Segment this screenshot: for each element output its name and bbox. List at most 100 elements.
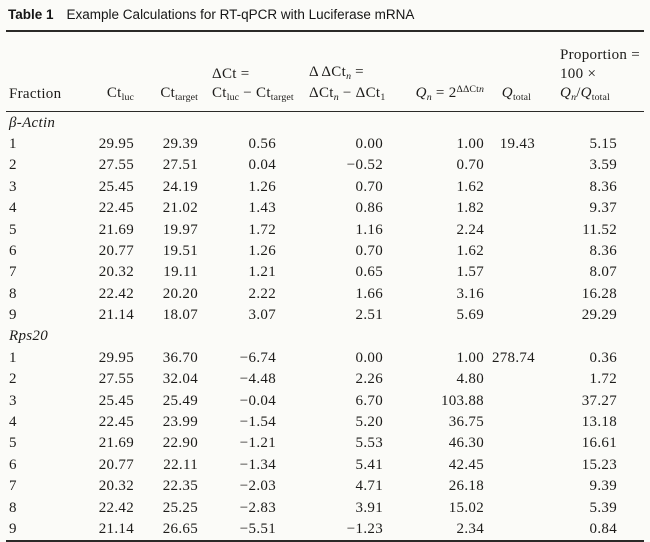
cell-delta-ct: −4.48 (239, 371, 276, 388)
cell-proportion: 11.52 (582, 221, 617, 238)
table-row: 5 21.69 22.90 −1.21 5.53 46.30 16.61 (6, 433, 644, 454)
cell-ct-luc: 22.42 (98, 499, 134, 516)
cell-delta-delta-ct: 6.70 (355, 392, 383, 409)
cell-ct-luc: 29.95 (98, 135, 134, 152)
cell-delta-delta-ct: 5.20 (355, 414, 383, 431)
cell-proportion: 15.23 (581, 456, 617, 473)
cell-delta-delta-ct: 5.41 (355, 456, 383, 473)
header-line: Cttarget (134, 84, 198, 104)
header-segment: ΔCt = (212, 65, 250, 82)
table-row: 6 20.77 22.11 −1.34 5.41 42.45 15.23 (6, 455, 644, 476)
header-segment: − ΔCt (338, 84, 381, 101)
cell-proportion: 5.15 (589, 135, 617, 152)
table-row: 2 27.55 27.51 0.04 −0.52 0.70 3.59 (6, 155, 644, 176)
header-line: Fraction (9, 85, 76, 104)
cell-fraction: 1 (9, 349, 17, 366)
cell-ct-luc: 27.55 (98, 157, 134, 174)
section-label-row: β-Actin (6, 112, 644, 134)
table-row: 1 29.95 36.70 −6.74 0.00 1.00 278.74 0.36 (6, 348, 644, 369)
cell-fraction: 7 (9, 478, 17, 495)
section-label: Rps20 (9, 328, 48, 345)
cell-delta-ct: 1.26 (248, 242, 276, 259)
cell-qn: 1.62 (456, 178, 484, 195)
table-row: 8 22.42 25.25 −2.83 3.91 15.02 5.39 (6, 497, 644, 518)
cell-qtotal (484, 198, 535, 219)
cell-fraction: 2 (9, 157, 17, 174)
cell-fraction: 6 (9, 242, 17, 259)
header-segment: n (571, 91, 577, 103)
cell-delta-ct: 0.56 (248, 135, 276, 152)
cell-ct-luc: 25.45 (98, 178, 134, 195)
cell-ct-target: 19.97 (162, 221, 198, 238)
cell-qtotal (484, 305, 535, 326)
cell-qtotal (484, 177, 535, 198)
cell-qn: 1.00 (456, 135, 484, 152)
cell-proportion: 8.07 (589, 264, 617, 281)
table-body: β-Actin 1 29.95 29.39 0.56 0.00 1.00 19.43 5.15 2… (6, 112, 644, 542)
table-row: 7 20.32 19.11 1.21 0.65 1.57 8.07 (6, 262, 644, 283)
cell-delta-delta-ct: 0.00 (355, 135, 383, 152)
cell-delta-delta-ct: 5.53 (355, 435, 383, 452)
cell-proportion: 1.72 (589, 371, 617, 388)
cell-qtotal: 278.74 (491, 349, 535, 366)
header-segment: Q (415, 84, 427, 101)
header-line: Proportion = (560, 46, 644, 65)
cell-qtotal: 19.43 (499, 135, 535, 152)
cell-delta-delta-ct: −1.23 (276, 518, 383, 542)
column-header-proportion: Proportion = 100 × Qn/Qtotal (535, 30, 644, 113)
header-segment: ΔCt (309, 84, 334, 101)
cell-proportion: 37.27 (581, 392, 617, 409)
cell-qtotal (484, 155, 535, 176)
cell-fraction: 5 (9, 221, 17, 238)
header-line: Ctluc (76, 84, 134, 104)
header-segment: Ct (212, 84, 227, 101)
cell-delta-delta-ct: 2.51 (355, 307, 383, 324)
cell-ct-luc: 22.45 (98, 200, 134, 217)
column-header-ct-luc: Ctluc (76, 30, 134, 113)
table-header-row: Fraction Ctluc Cttarget ΔCt = Ctluc − Cttarg… (6, 30, 644, 113)
cell-qn: 1.82 (456, 200, 484, 217)
header-line: Ctluc − Cttarget (212, 84, 294, 104)
cell-ct-luc: 20.77 (98, 456, 134, 473)
header-segment: luc (226, 91, 240, 103)
header-segment: total (591, 91, 610, 103)
cell-fraction: 9 (9, 307, 17, 324)
cell-ct-luc: 25.45 (98, 392, 134, 409)
header-segment: − Ct (239, 84, 271, 101)
cell-ct-luc: 20.77 (98, 242, 134, 259)
cell-ct-target: 25.25 (162, 499, 198, 516)
header-segment: Q (501, 84, 513, 101)
cell-qtotal (484, 476, 535, 497)
cell-ct-luc: 21.69 (98, 435, 134, 452)
cell-proportion: 0.84 (535, 518, 644, 542)
cell-delta-delta-ct: 0.86 (355, 200, 383, 217)
cell-qtotal (484, 433, 535, 454)
column-header-delta-delta-ct: Δ ΔCtn = ΔCtn − ΔCt1 (276, 30, 385, 113)
cell-qtotal (484, 455, 535, 476)
header-segment: Q (580, 84, 592, 101)
cell-ct-target: 32.04 (162, 371, 198, 388)
header-line: Δ ΔCtn = (309, 63, 383, 83)
cell-ct-luc: 20.32 (98, 478, 134, 495)
header-segment: n (478, 83, 484, 95)
cell-delta-ct: −1.21 (239, 435, 276, 452)
table-row: 6 20.77 19.51 1.26 0.70 1.62 8.36 (6, 241, 644, 262)
column-header-qn: Qn = 2ΔΔCtn (383, 30, 484, 113)
cell-delta-ct: 2.22 (248, 285, 276, 302)
column-header-qtotal: Qtotal (484, 30, 535, 113)
cell-delta-delta-ct: 2.26 (355, 371, 383, 388)
header-segment: Δ ΔCt (309, 64, 347, 81)
header-line: ΔCt = (212, 65, 276, 84)
cell-fraction: 5 (9, 435, 17, 452)
cell-ct-target: 29.39 (162, 135, 198, 152)
cell-delta-ct: 1.21 (248, 264, 276, 281)
cell-qn: 1.00 (456, 349, 484, 366)
header-line: ΔCtn − ΔCt1 (309, 84, 385, 104)
table-caption: Table 1 Example Calculations for RT-qPCR … (6, 3, 644, 30)
table-row: 4 22.45 21.02 1.43 0.86 1.82 9.37 (6, 198, 644, 219)
cell-fraction: 1 (9, 135, 17, 152)
cell-proportion: 5.39 (589, 499, 617, 516)
cell-delta-ct: −2.03 (239, 478, 276, 495)
cell-proportion: 16.61 (581, 435, 617, 452)
header-segment: target (270, 91, 294, 103)
